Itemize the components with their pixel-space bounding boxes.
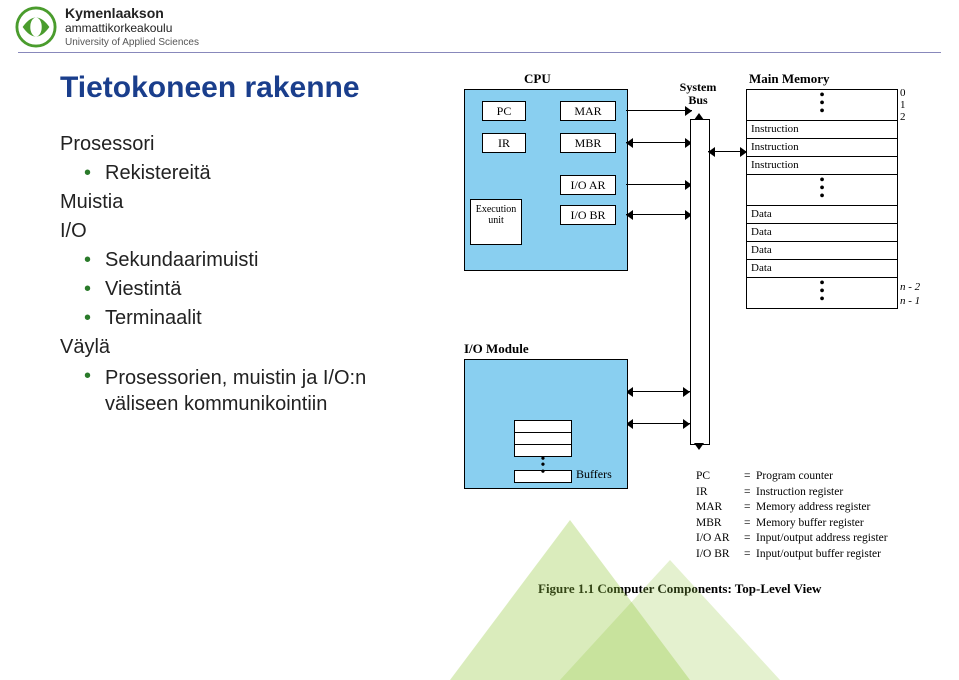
- mem-dots: •••: [747, 175, 897, 206]
- bullet-secondary: Sekundaarimuisti: [84, 249, 440, 272]
- legend: PC=Program counter IR=Instruction regist…: [696, 469, 888, 562]
- reg-iobr: I/O BR: [560, 205, 616, 225]
- section-prosessori: Prosessori: [60, 133, 440, 156]
- mem-dots: •••: [747, 278, 897, 308]
- mem-idx-1: 1: [900, 99, 906, 111]
- reg-mar: MAR: [560, 101, 616, 121]
- mem-data-2: Data: [747, 224, 897, 242]
- institution-name-bottom: ammattikorkeakoulu: [65, 22, 199, 34]
- memory-box: ••• Instruction Instruction Instruction …: [746, 89, 898, 309]
- bullet-rekistereita: Rekistereitä: [84, 162, 440, 185]
- institution-name-top: Kymenlaakson: [65, 6, 199, 20]
- reg-ir: IR: [482, 133, 526, 153]
- system-bus: [690, 119, 710, 445]
- bullet-vayla-desc: Prosessorien, muistin ja I/O:n väliseen …: [84, 365, 440, 417]
- section-muistia: Muistia: [60, 191, 440, 214]
- mem-instr-1: Instruction: [747, 121, 897, 139]
- slide-title: Tietokoneen rakenne: [60, 71, 440, 105]
- buffers: •••: [514, 421, 572, 483]
- mem-idx-n2: n - 2: [900, 281, 920, 293]
- mem-data-3: Data: [747, 242, 897, 260]
- io-module-label: I/O Module: [464, 341, 529, 357]
- mem-data-1: Data: [747, 206, 897, 224]
- reg-ioar: I/O AR: [560, 175, 616, 195]
- bullet-terminaalit: Terminaalit: [84, 307, 440, 330]
- mem-idx-n1: n - 1: [900, 295, 920, 307]
- section-io: I/O: [60, 220, 440, 243]
- mem-idx-2: 2: [900, 111, 906, 123]
- institution-subtitle: University of Applied Sciences: [65, 38, 199, 48]
- outline-column: Tietokoneen rakenne Prosessori Rekistere…: [60, 71, 440, 621]
- outline: Prosessori Rekistereitä Muistia I/O Seku…: [60, 133, 440, 417]
- bullet-viestinta: Viestintä: [84, 278, 440, 301]
- execution-unit: Execution unit: [470, 199, 522, 245]
- mem-dots: •••: [747, 90, 897, 121]
- header: Kymenlaakson ammattikorkeakoulu Universi…: [0, 0, 959, 52]
- reg-pc: PC: [482, 101, 526, 121]
- reg-mbr: MBR: [560, 133, 616, 153]
- section-vayla: Väylä: [60, 336, 440, 359]
- cpu-label: CPU: [524, 71, 551, 87]
- mem-idx-0: 0: [900, 87, 906, 99]
- buffers-label: Buffers: [576, 467, 612, 482]
- institution-name: Kymenlaakson ammattikorkeakoulu Universi…: [65, 6, 199, 48]
- decorative-triangle: [560, 560, 780, 680]
- mem-instr-2: Instruction: [747, 139, 897, 157]
- main-memory-label: Main Memory: [749, 71, 830, 87]
- system-bus-label: System Bus: [672, 81, 724, 107]
- institution-logo: [15, 6, 57, 48]
